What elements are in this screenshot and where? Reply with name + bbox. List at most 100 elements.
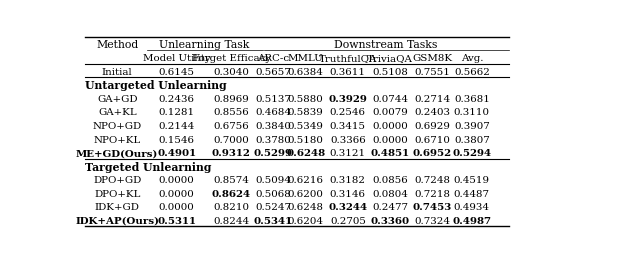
Text: 0.1281: 0.1281 [159, 109, 195, 118]
Text: 0.2477: 0.2477 [372, 203, 408, 212]
Text: 0.3366: 0.3366 [330, 136, 365, 145]
Text: 0.3244: 0.3244 [328, 203, 367, 212]
Text: 0.2714: 0.2714 [414, 95, 450, 104]
Text: 0.5137: 0.5137 [255, 95, 291, 104]
Text: 0.0000: 0.0000 [159, 190, 195, 199]
Text: 0.8556: 0.8556 [213, 109, 249, 118]
Text: 0.0000: 0.0000 [372, 136, 408, 145]
Text: 0.6248: 0.6248 [288, 203, 324, 212]
Text: 0.3360: 0.3360 [371, 217, 410, 226]
Text: 0.6952: 0.6952 [413, 149, 452, 158]
Text: 0.9312: 0.9312 [212, 149, 251, 158]
Text: 0.7324: 0.7324 [414, 217, 450, 226]
Text: TruthfulQA: TruthfulQA [319, 54, 377, 63]
Text: 0.7453: 0.7453 [413, 203, 452, 212]
Text: Method: Method [96, 40, 138, 50]
Text: 0.5294: 0.5294 [452, 149, 492, 158]
Text: ME+GD(Ours): ME+GD(Ours) [76, 149, 158, 158]
Text: 0.3110: 0.3110 [454, 109, 490, 118]
Text: Untargeted Unlearning: Untargeted Unlearning [85, 80, 227, 91]
Text: 0.5311: 0.5311 [157, 217, 196, 226]
Text: 0.0000: 0.0000 [159, 176, 195, 185]
Text: 0.4519: 0.4519 [454, 176, 490, 185]
Text: 0.3146: 0.3146 [330, 190, 366, 199]
Text: 0.0079: 0.0079 [372, 109, 408, 118]
Text: 0.3415: 0.3415 [330, 122, 366, 131]
Text: 0.3182: 0.3182 [330, 176, 366, 185]
Text: 0.7551: 0.7551 [414, 68, 450, 77]
Text: 0.5349: 0.5349 [288, 122, 324, 131]
Text: 0.6384: 0.6384 [288, 68, 324, 77]
Text: IDK+GD: IDK+GD [95, 203, 140, 212]
Text: 0.3040: 0.3040 [213, 68, 249, 77]
Text: 0.3681: 0.3681 [454, 95, 490, 104]
Text: DPO+GD: DPO+GD [93, 176, 141, 185]
Text: 0.0000: 0.0000 [372, 122, 408, 131]
Text: 0.0804: 0.0804 [372, 190, 408, 199]
Text: 0.7218: 0.7218 [414, 190, 450, 199]
Text: 0.2436: 0.2436 [159, 95, 195, 104]
Text: 0.5839: 0.5839 [288, 109, 324, 118]
Text: 0.6204: 0.6204 [288, 217, 324, 226]
Text: 0.6216: 0.6216 [288, 176, 324, 185]
Text: MMLU: MMLU [288, 54, 324, 63]
Text: 0.6248: 0.6248 [286, 149, 325, 158]
Text: 0.5180: 0.5180 [288, 136, 324, 145]
Text: 0.2403: 0.2403 [414, 109, 450, 118]
Text: 0.7000: 0.7000 [213, 136, 249, 145]
Text: 0.0744: 0.0744 [372, 95, 408, 104]
Text: 0.3121: 0.3121 [330, 149, 366, 158]
Text: 0.4487: 0.4487 [454, 190, 490, 199]
Text: GA+KL: GA+KL [98, 109, 136, 118]
Text: 0.5247: 0.5247 [255, 203, 291, 212]
Text: Model Utility: Model Utility [143, 54, 211, 63]
Text: DPO+KL: DPO+KL [94, 190, 140, 199]
Text: 0.5880: 0.5880 [288, 95, 324, 104]
Text: Targeted Unlearning: Targeted Unlearning [85, 162, 211, 173]
Text: 0.4851: 0.4851 [371, 149, 410, 158]
Text: 0.5299: 0.5299 [254, 149, 293, 158]
Text: GA+GD: GA+GD [97, 95, 138, 104]
Text: 0.0000: 0.0000 [159, 203, 195, 212]
Text: 0.8210: 0.8210 [213, 203, 250, 212]
Text: NPO+GD: NPO+GD [93, 122, 142, 131]
Text: Unlearning Task: Unlearning Task [159, 40, 249, 50]
Text: Downstream Tasks: Downstream Tasks [334, 40, 438, 50]
Text: 0.1546: 0.1546 [159, 136, 195, 145]
Text: 0.3807: 0.3807 [454, 136, 490, 145]
Text: 0.5662: 0.5662 [454, 68, 490, 77]
Text: Initial: Initial [102, 68, 132, 77]
Text: 0.4901: 0.4901 [157, 149, 196, 158]
Text: 0.5094: 0.5094 [255, 176, 291, 185]
Text: 0.6200: 0.6200 [288, 190, 324, 199]
Text: 0.5108: 0.5108 [372, 68, 408, 77]
Text: Forget Efficacy: Forget Efficacy [192, 54, 271, 63]
Text: 0.0856: 0.0856 [372, 176, 408, 185]
Text: 0.7248: 0.7248 [414, 176, 450, 185]
Text: TriviaQA: TriviaQA [367, 54, 413, 63]
Text: 0.5341: 0.5341 [254, 217, 293, 226]
Text: 0.4684: 0.4684 [255, 109, 291, 118]
Text: 0.6756: 0.6756 [213, 122, 249, 131]
Text: 0.5068: 0.5068 [255, 190, 291, 199]
Text: GSM8K: GSM8K [412, 54, 452, 63]
Text: 0.8244: 0.8244 [213, 217, 250, 226]
Text: ARC-c: ARC-c [257, 54, 289, 63]
Text: 0.3611: 0.3611 [330, 68, 366, 77]
Text: 0.6929: 0.6929 [414, 122, 450, 131]
Text: 0.3840: 0.3840 [255, 122, 291, 131]
Text: 0.4934: 0.4934 [454, 203, 490, 212]
Text: 0.4987: 0.4987 [452, 217, 492, 226]
Text: 0.6145: 0.6145 [159, 68, 195, 77]
Text: 0.5657: 0.5657 [255, 68, 291, 77]
Text: 0.8624: 0.8624 [212, 190, 251, 199]
Text: 0.2144: 0.2144 [159, 122, 195, 131]
Text: 0.3907: 0.3907 [454, 122, 490, 131]
Text: 0.6710: 0.6710 [414, 136, 450, 145]
Text: Avg.: Avg. [461, 54, 483, 63]
Text: IDK+AP(Ours): IDK+AP(Ours) [76, 217, 159, 226]
Text: 0.2546: 0.2546 [330, 109, 366, 118]
Text: 0.8574: 0.8574 [213, 176, 249, 185]
Text: 0.8969: 0.8969 [213, 95, 249, 104]
Text: NPO+KL: NPO+KL [93, 136, 141, 145]
